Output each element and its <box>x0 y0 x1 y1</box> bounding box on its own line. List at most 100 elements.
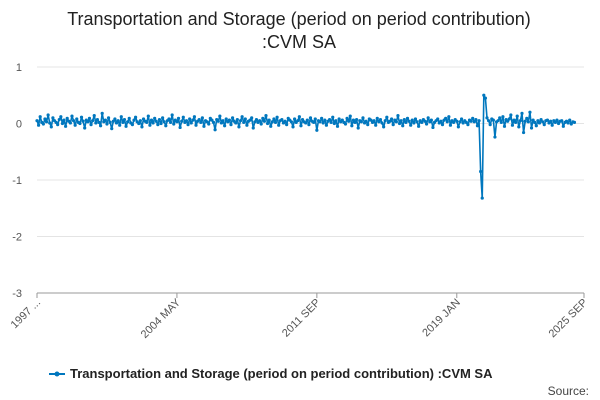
data-point[interactable] <box>237 125 241 129</box>
data-point[interactable] <box>499 120 503 124</box>
data-point[interactable] <box>248 118 252 122</box>
data-point[interactable] <box>485 116 489 120</box>
data-point[interactable] <box>488 123 492 127</box>
data-point[interactable] <box>79 115 84 119</box>
data-point[interactable] <box>350 124 354 128</box>
data-point[interactable] <box>197 117 201 122</box>
data-point[interactable] <box>207 122 211 126</box>
data-point[interactable] <box>566 121 570 125</box>
data-point[interactable] <box>343 122 348 126</box>
data-point[interactable] <box>510 123 515 127</box>
data-point[interactable] <box>91 119 95 123</box>
data-point[interactable] <box>486 119 491 123</box>
data-point[interactable] <box>514 120 518 124</box>
data-point[interactable] <box>188 117 192 121</box>
data-point[interactable] <box>118 123 122 127</box>
data-point[interactable] <box>533 120 537 124</box>
data-point[interactable] <box>542 123 546 127</box>
data-point[interactable] <box>261 116 265 121</box>
data-point[interactable] <box>329 120 333 124</box>
data-point[interactable] <box>413 117 418 121</box>
data-point[interactable] <box>161 116 165 120</box>
data-point[interactable] <box>224 117 228 121</box>
data-point[interactable] <box>423 119 427 123</box>
data-point[interactable] <box>469 119 473 123</box>
data-point[interactable] <box>297 115 301 119</box>
data-point[interactable] <box>75 117 79 121</box>
data-point[interactable] <box>479 169 483 174</box>
data-point[interactable] <box>189 121 193 125</box>
data-point[interactable] <box>377 120 381 124</box>
data-point[interactable] <box>541 120 545 124</box>
data-point[interactable] <box>227 118 231 122</box>
data-point[interactable] <box>133 115 138 119</box>
data-point[interactable] <box>234 121 238 125</box>
data-point[interactable] <box>553 120 557 124</box>
data-point[interactable] <box>296 119 300 123</box>
data-point[interactable] <box>385 115 389 119</box>
data-point[interactable] <box>250 116 254 120</box>
data-point[interactable] <box>483 96 488 100</box>
data-point[interactable] <box>200 116 204 120</box>
data-point[interactable] <box>240 115 244 119</box>
data-point[interactable] <box>374 123 378 127</box>
data-point[interactable] <box>97 120 101 124</box>
data-point[interactable] <box>323 118 327 122</box>
data-point[interactable] <box>461 121 465 125</box>
data-point[interactable] <box>321 121 325 125</box>
data-point[interactable] <box>51 116 55 120</box>
data-point[interactable] <box>351 118 356 122</box>
data-point[interactable] <box>369 118 373 122</box>
data-point[interactable] <box>355 117 359 122</box>
data-point[interactable] <box>477 119 481 123</box>
data-point[interactable] <box>184 119 189 123</box>
data-point[interactable] <box>440 123 445 127</box>
data-point[interactable] <box>455 119 459 123</box>
data-point[interactable] <box>496 119 500 123</box>
data-point[interactable] <box>526 120 530 124</box>
data-point[interactable] <box>534 124 538 128</box>
data-point[interactable] <box>382 125 386 129</box>
data-point[interactable] <box>320 116 324 121</box>
data-point[interactable] <box>518 119 523 123</box>
data-point[interactable] <box>283 119 287 123</box>
data-point[interactable] <box>299 124 303 128</box>
data-point[interactable] <box>456 125 460 129</box>
data-point[interactable] <box>116 119 120 123</box>
data-point[interactable] <box>529 126 534 130</box>
data-point[interactable] <box>46 113 50 117</box>
data-point[interactable] <box>157 117 162 122</box>
data-point[interactable] <box>305 118 309 122</box>
data-point[interactable] <box>493 135 497 139</box>
data-point[interactable] <box>235 117 239 122</box>
data-point[interactable] <box>221 119 225 123</box>
data-point[interactable] <box>114 121 119 125</box>
data-point[interactable] <box>156 123 160 127</box>
data-point[interactable] <box>251 126 255 130</box>
data-point[interactable] <box>560 119 564 123</box>
data-point[interactable] <box>162 120 166 124</box>
data-point[interactable] <box>194 123 198 127</box>
data-point[interactable] <box>426 116 430 120</box>
data-point[interactable] <box>149 118 154 122</box>
data-point[interactable] <box>57 117 61 122</box>
data-point[interactable] <box>545 118 550 122</box>
data-point[interactable] <box>507 117 511 121</box>
data-point[interactable] <box>273 120 278 124</box>
data-point[interactable] <box>138 119 142 123</box>
data-point[interactable] <box>555 118 559 122</box>
data-point[interactable] <box>78 121 82 126</box>
data-point[interactable] <box>293 117 297 121</box>
data-point[interactable] <box>502 124 507 128</box>
data-point[interactable] <box>324 123 328 127</box>
data-point[interactable] <box>536 119 540 123</box>
data-point[interactable] <box>471 116 475 121</box>
data-point[interactable] <box>36 123 41 127</box>
data-point[interactable] <box>205 120 209 124</box>
data-point[interactable] <box>401 124 405 128</box>
data-point[interactable] <box>275 115 279 119</box>
data-point[interactable] <box>130 123 135 127</box>
data-point[interactable] <box>359 120 363 124</box>
data-point[interactable] <box>180 119 184 123</box>
data-point[interactable] <box>366 123 370 127</box>
